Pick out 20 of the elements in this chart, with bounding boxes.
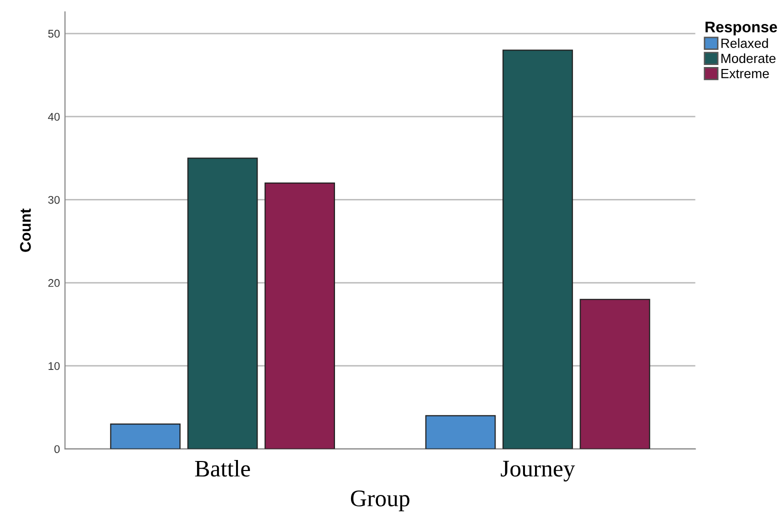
legend-label: Extreme — [721, 69, 769, 78]
x-axis-title: Group — [350, 490, 410, 512]
bar — [580, 298, 650, 449]
legend-title: Response — [706, 22, 778, 36]
y-tick-label: 40 — [48, 112, 60, 121]
x-tick-label: Battle — [195, 460, 250, 477]
bar — [264, 182, 336, 449]
bar — [187, 158, 258, 449]
y-tick-label: 0 — [54, 445, 60, 454]
legend-label: Relaxed — [721, 38, 768, 48]
bar — [502, 50, 573, 449]
y-tick-label: 20 — [48, 279, 60, 287]
legend-label: Moderate — [721, 53, 776, 64]
y-tick-label: 30 — [48, 196, 60, 204]
bar — [425, 415, 496, 449]
bar — [110, 423, 181, 449]
x-tick-label: Journey — [500, 460, 576, 482]
y-tick-label: 50 — [48, 30, 60, 38]
y-tick-label: 10 — [48, 362, 60, 370]
y-axis-title: Count — [20, 208, 31, 252]
